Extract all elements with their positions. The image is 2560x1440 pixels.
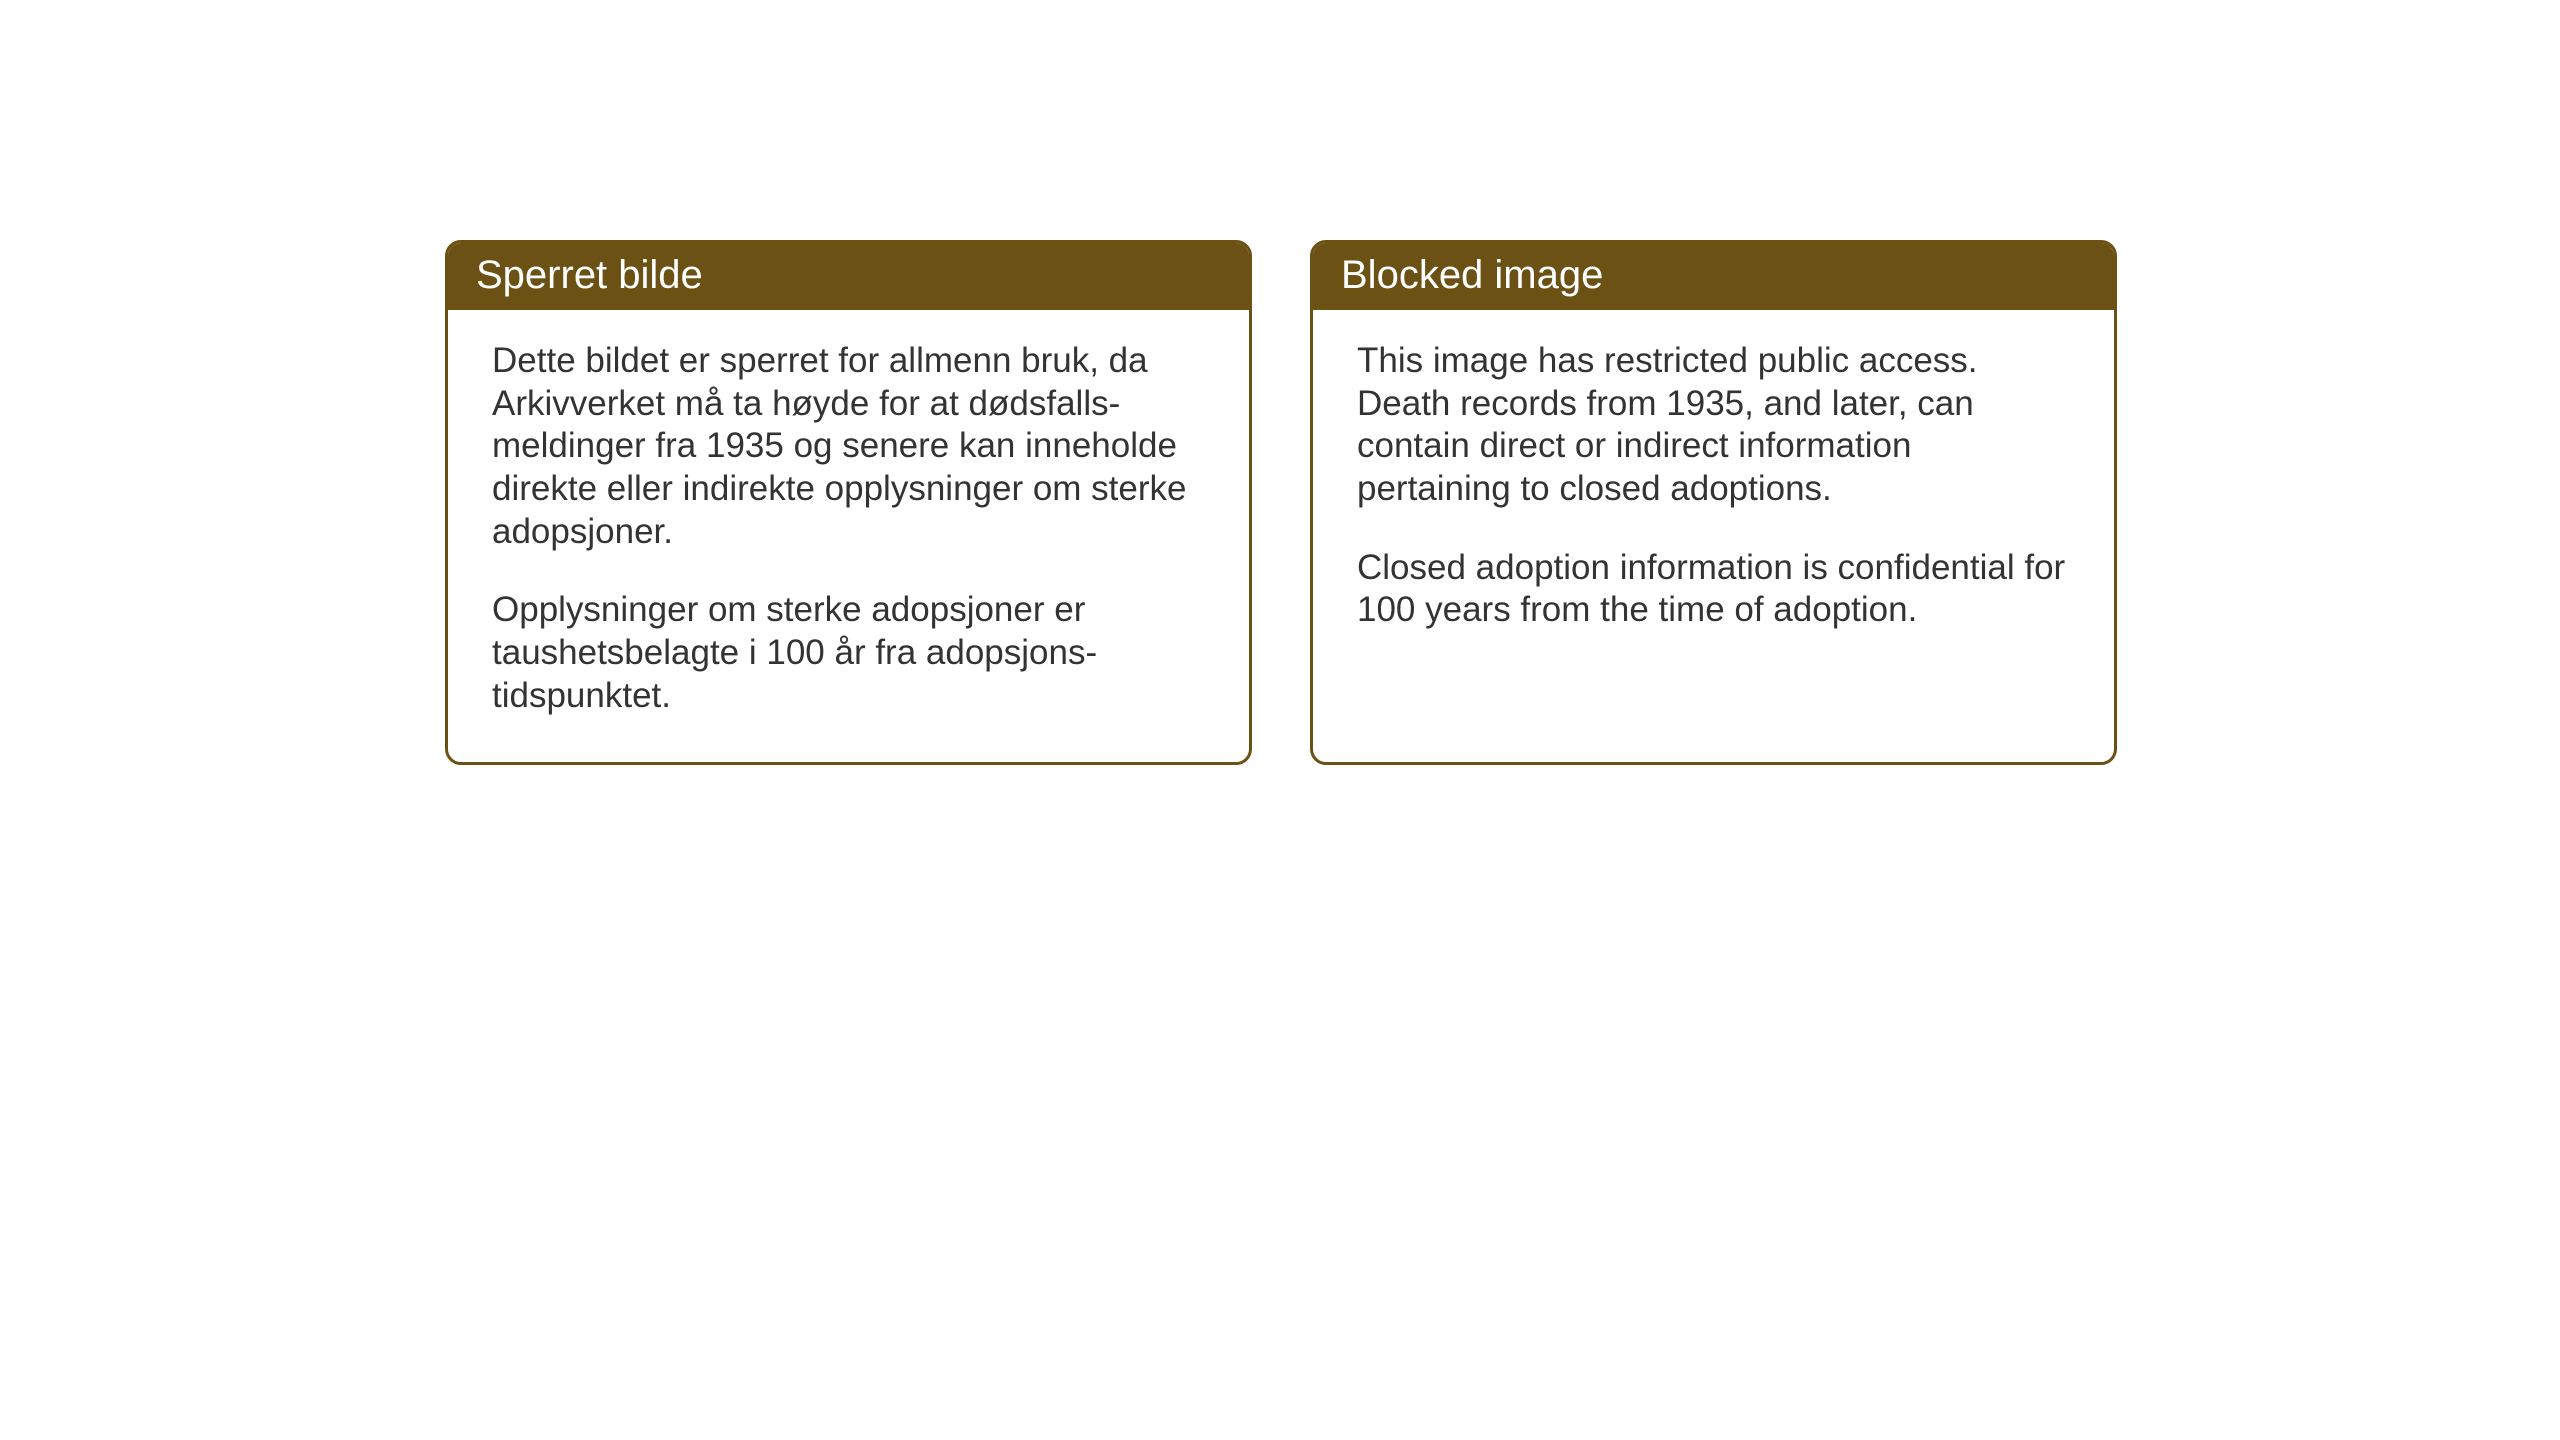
notice-header-norwegian: Sperret bilde [448,243,1249,310]
notice-container: Sperret bilde Dette bildet er sperret fo… [445,240,2117,765]
notice-paragraph: This image has restricted public access.… [1357,340,2070,511]
notice-box-english: Blocked image This image has restricted … [1310,240,2117,765]
notice-paragraph: Dette bildet er sperret for allmenn bruk… [492,340,1205,553]
notice-paragraph: Opplysninger om sterke adopsjoner er tau… [492,589,1205,717]
notice-box-norwegian: Sperret bilde Dette bildet er sperret fo… [445,240,1252,765]
notice-header-english: Blocked image [1313,243,2114,310]
notice-paragraph: Closed adoption information is confident… [1357,547,2070,632]
notice-body-english: This image has restricted public access.… [1313,310,2114,760]
notice-body-norwegian: Dette bildet er sperret for allmenn bruk… [448,310,1249,762]
